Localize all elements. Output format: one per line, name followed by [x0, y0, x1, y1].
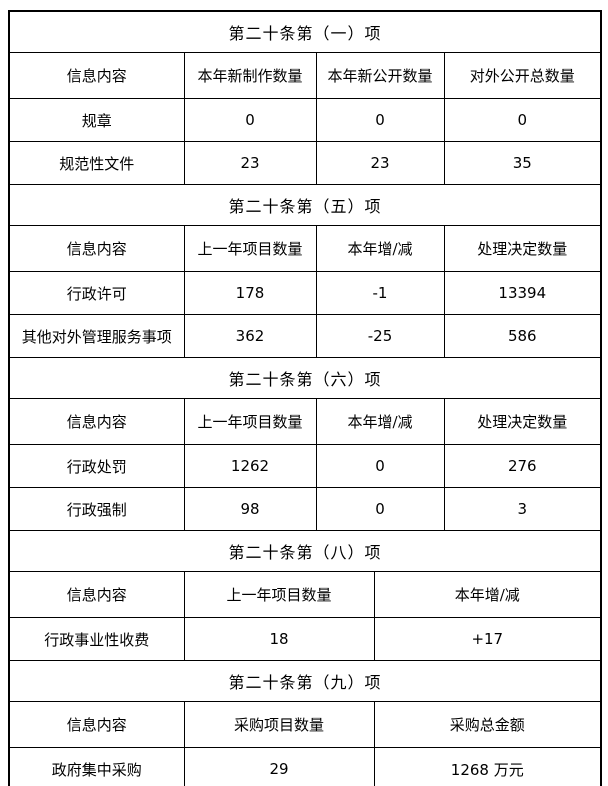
column-header: 上一年项目数量 [183, 571, 375, 618]
cell-value: 0 [183, 98, 317, 142]
section-4-header-row: 信息内容 上一年项目数量 本年增/减 [8, 571, 602, 618]
cell-value: 13394 [443, 271, 602, 315]
section-4-title-row: 第二十条第（八）项 [8, 530, 602, 572]
row-label: 行政强制 [8, 487, 185, 531]
cell-value: 0 [443, 98, 602, 142]
table-row: 行政事业性收费 18 +17 [8, 617, 602, 661]
column-header: 本年增/减 [315, 398, 445, 445]
cell-value: 3 [443, 487, 602, 531]
table-row: 规章 0 0 0 [8, 98, 602, 142]
table-row: 行政强制 98 0 3 [8, 487, 602, 531]
column-header: 本年新公开数量 [315, 52, 445, 99]
cell-value: +17 [373, 617, 602, 661]
section-title: 第二十条第（五）项 [8, 184, 602, 226]
cell-value: 0 [315, 444, 445, 488]
column-header: 采购项目数量 [183, 701, 375, 748]
column-header: 上一年项目数量 [183, 398, 317, 445]
disclosure-report-table: 第二十条第（一）项 信息内容 本年新制作数量 本年新公开数量 对外公开总数量 规… [8, 10, 603, 786]
section-title: 第二十条第（八）项 [8, 530, 602, 572]
cell-value: 1268 万元 [373, 747, 602, 786]
column-header: 信息内容 [8, 701, 185, 748]
cell-value: 1262 [183, 444, 317, 488]
cell-value: -1 [315, 271, 445, 315]
document-page: 第二十条第（一）项 信息内容 本年新制作数量 本年新公开数量 对外公开总数量 规… [0, 10, 608, 786]
section-title: 第二十条第（一）项 [8, 10, 602, 53]
column-header: 本年新制作数量 [183, 52, 317, 99]
row-label: 政府集中采购 [8, 747, 185, 786]
cell-value: 276 [443, 444, 602, 488]
column-header: 上一年项目数量 [183, 225, 317, 272]
column-header: 对外公开总数量 [443, 52, 602, 99]
column-header: 处理决定数量 [443, 398, 602, 445]
section-2-header-row: 信息内容 上一年项目数量 本年增/减 处理决定数量 [8, 225, 602, 272]
row-label: 其他对外管理服务事项 [8, 314, 185, 358]
column-header: 信息内容 [8, 571, 185, 618]
section-5-header-row: 信息内容 采购项目数量 采购总金额 [8, 701, 602, 748]
cell-value: 0 [315, 487, 445, 531]
section-5-title-row: 第二十条第（九）项 [8, 660, 602, 702]
row-label: 行政许可 [8, 271, 185, 315]
section-title: 第二十条第（六）项 [8, 357, 602, 399]
section-3-header-row: 信息内容 上一年项目数量 本年增/减 处理决定数量 [8, 398, 602, 445]
column-header: 信息内容 [8, 225, 185, 272]
table-row: 规范性文件 23 23 35 [8, 141, 602, 185]
column-header: 采购总金额 [373, 701, 602, 748]
table-row: 政府集中采购 29 1268 万元 [8, 747, 602, 786]
row-label: 行政处罚 [8, 444, 185, 488]
column-header: 本年增/减 [373, 571, 602, 618]
cell-value: 23 [183, 141, 317, 185]
cell-value: 18 [183, 617, 375, 661]
section-1-header-row: 信息内容 本年新制作数量 本年新公开数量 对外公开总数量 [8, 52, 602, 99]
table-row: 行政许可 178 -1 13394 [8, 271, 602, 315]
cell-value: 98 [183, 487, 317, 531]
column-header: 处理决定数量 [443, 225, 602, 272]
section-title: 第二十条第（九）项 [8, 660, 602, 702]
cell-value: 586 [443, 314, 602, 358]
column-header: 本年增/减 [315, 225, 445, 272]
cell-value: 178 [183, 271, 317, 315]
column-header: 信息内容 [8, 52, 185, 99]
cell-value: -25 [315, 314, 445, 358]
column-header: 信息内容 [8, 398, 185, 445]
section-1-title-row: 第二十条第（一）项 [8, 10, 602, 53]
cell-value: 29 [183, 747, 375, 786]
cell-value: 362 [183, 314, 317, 358]
cell-value: 35 [443, 141, 602, 185]
section-2-title-row: 第二十条第（五）项 [8, 184, 602, 226]
cell-value: 0 [315, 98, 445, 142]
table-row: 行政处罚 1262 0 276 [8, 444, 602, 488]
row-label: 行政事业性收费 [8, 617, 185, 661]
row-label: 规章 [8, 98, 185, 142]
row-label: 规范性文件 [8, 141, 185, 185]
cell-value: 23 [315, 141, 445, 185]
section-3-title-row: 第二十条第（六）项 [8, 357, 602, 399]
table-row: 其他对外管理服务事项 362 -25 586 [8, 314, 602, 358]
